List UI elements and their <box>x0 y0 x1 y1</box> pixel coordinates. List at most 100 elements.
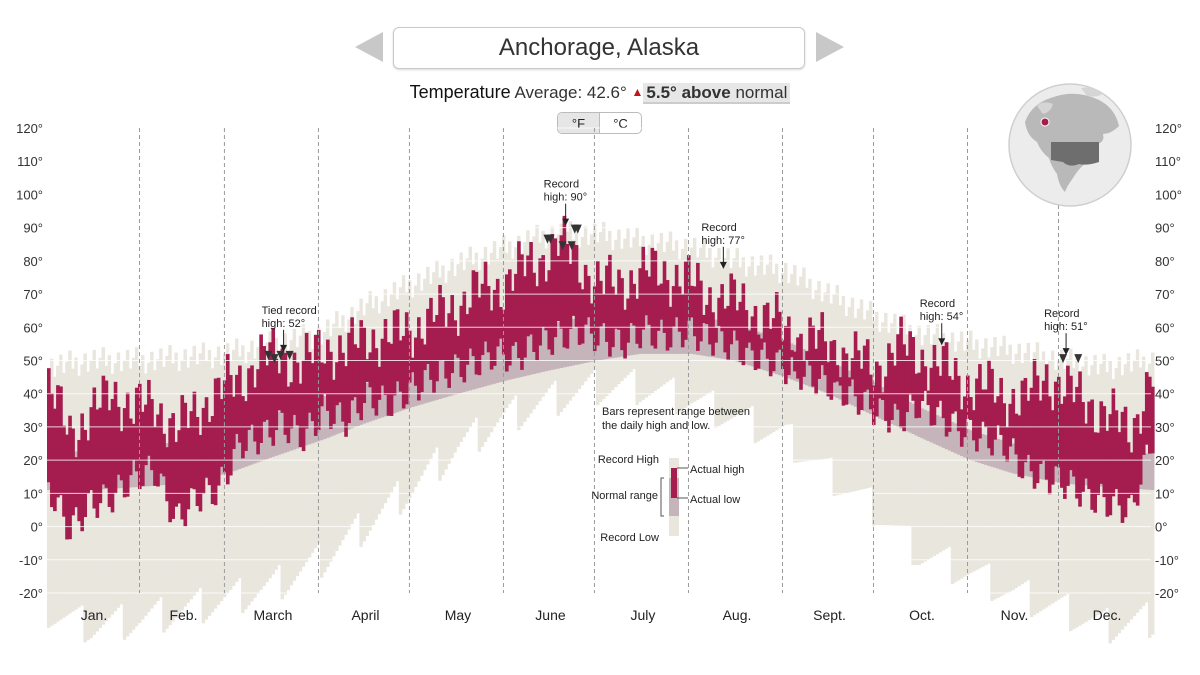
actual-range-bar <box>329 351 333 429</box>
actual-range-bar <box>1029 387 1034 472</box>
actual-range-bar <box>225 354 230 485</box>
normal-range-bar <box>529 328 533 375</box>
actual-range-bar <box>568 263 573 329</box>
normal-range-bar <box>1026 445 1031 477</box>
actual-range-bar <box>574 245 579 328</box>
month-label: March <box>254 607 293 623</box>
actual-range-bar <box>935 366 940 408</box>
record-range-bar <box>253 358 257 598</box>
next-city-arrow-icon[interactable] <box>816 32 844 62</box>
actual-range-bar <box>777 311 782 350</box>
record-range-bar <box>265 342 269 583</box>
actual-range-bar <box>216 377 221 486</box>
record-range-bar <box>153 370 157 605</box>
record-range-bar <box>1011 363 1015 591</box>
actual-range-bar <box>1105 430 1110 517</box>
y-tick-label-left: 20° <box>23 453 43 468</box>
actual-range-bar <box>98 407 103 504</box>
actual-range-bar <box>790 350 794 358</box>
month-label: Sept. <box>813 607 846 623</box>
city-selector[interactable]: Anchorage, Alaska <box>393 27 805 69</box>
actual-range-bar <box>808 317 812 366</box>
actual-range-bar <box>471 270 476 357</box>
normal-range-bar <box>865 379 870 413</box>
normal-range-bar <box>878 385 882 419</box>
actual-range-bar <box>562 215 567 348</box>
record-range-bar <box>1087 375 1091 621</box>
actual-range-bar <box>307 352 312 413</box>
actual-range-bar <box>987 360 991 449</box>
record-range-bar <box>996 356 1000 598</box>
actual-range-bar <box>1017 415 1022 477</box>
normal-range-bar <box>981 434 985 464</box>
actual-range-bar <box>956 375 961 432</box>
actual-range-bar <box>71 428 75 516</box>
actual-range-bar <box>335 362 339 406</box>
actual-range-bar <box>708 287 712 345</box>
month-label: Dec. <box>1093 607 1122 623</box>
actual-range-bar <box>941 346 946 419</box>
normal-range-bar <box>972 431 976 462</box>
actual-range-bar <box>271 327 276 446</box>
actual-range-bar <box>641 246 646 330</box>
actual-range-bar <box>996 396 1000 426</box>
annotation-arrow-head-icon <box>719 261 727 269</box>
actual-range-bar <box>89 407 94 491</box>
actual-range-bar <box>289 382 294 429</box>
normal-range-bar <box>501 334 506 382</box>
actual-range-bar <box>835 365 840 382</box>
record-range-bar <box>204 360 209 620</box>
normal-range-bar <box>571 318 576 366</box>
y-tick-label-left: 10° <box>23 486 43 501</box>
actual-range-bar <box>744 310 749 348</box>
prev-city-arrow-icon[interactable] <box>355 32 383 62</box>
actual-range-bar <box>726 305 731 360</box>
normal-range-bar <box>568 319 573 367</box>
normal-range-bar <box>574 318 579 365</box>
celsius-button[interactable]: °C <box>613 115 628 131</box>
actual-range-bar <box>150 399 154 471</box>
annotation-arrow-head-icon <box>938 338 946 346</box>
actual-range-bar <box>802 360 806 377</box>
legend-actual-low: Actual low <box>690 494 740 506</box>
actual-range-bar <box>244 401 248 451</box>
legend-record-high: Record High <box>598 454 659 466</box>
actual-range-bar <box>435 315 439 382</box>
actual-range-bar <box>238 365 242 443</box>
actual-range-bar <box>586 275 591 318</box>
actual-range-bar <box>86 440 91 494</box>
unit-toggle: °F °C <box>557 112 642 134</box>
normal-range-bar <box>969 430 973 461</box>
actual-range-bar <box>453 320 458 355</box>
annotation-text-line1: Record <box>544 179 579 191</box>
record-range-bar <box>1129 371 1134 620</box>
actual-range-bar <box>717 297 721 326</box>
actual-range-bar <box>1044 364 1049 480</box>
normal-range-bar <box>338 391 342 434</box>
record-range-bar <box>323 332 327 573</box>
normal-range-bar <box>790 343 794 380</box>
actual-range-bar <box>923 366 928 391</box>
actual-range-bar <box>1035 375 1040 484</box>
actual-range-bar <box>911 337 916 401</box>
normal-range-bar <box>893 393 897 426</box>
actual-range-bar <box>1020 380 1025 479</box>
record-range-bar <box>222 354 227 598</box>
actual-range-bar <box>535 286 539 361</box>
actual-range-bar <box>235 374 239 434</box>
actual-range-bar <box>486 286 491 353</box>
y-tick-label-left: 100° <box>16 187 43 202</box>
actual-range-bar <box>298 383 303 448</box>
actual-range-bar <box>680 294 685 348</box>
normal-range-bar <box>323 396 327 440</box>
actual-range-bar <box>165 447 169 502</box>
actual-range-bar <box>532 272 536 353</box>
actual-range-bar <box>520 254 524 370</box>
record-range-bar <box>128 368 133 634</box>
normal-range-bar <box>705 317 709 357</box>
actual-range-bar <box>796 337 800 379</box>
normal-range-bar <box>326 395 330 438</box>
actual-range-bar <box>159 403 163 474</box>
actual-range-bar <box>1120 411 1125 523</box>
actual-range-bar <box>1038 400 1043 464</box>
